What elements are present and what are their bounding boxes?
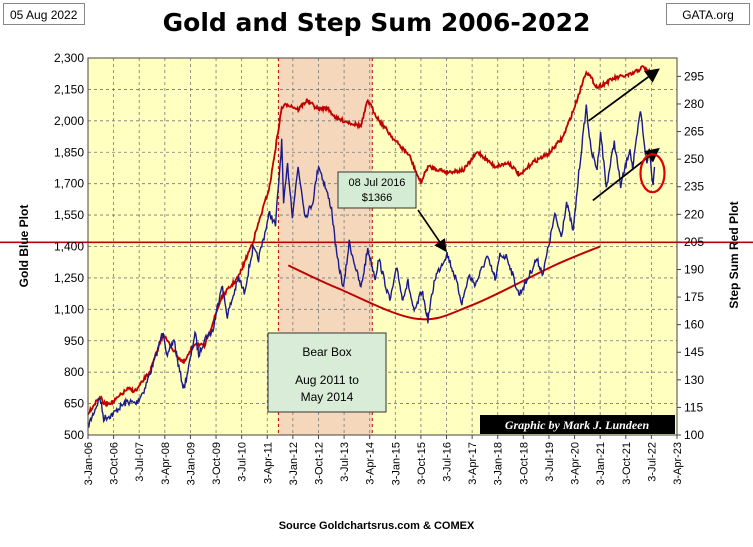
plot-area-frame xyxy=(87,57,678,436)
chart-title: Gold and Step Sum 2006-2022 xyxy=(162,8,591,37)
x-tick-label: 3-Apr-17 xyxy=(467,442,479,485)
left-tick-label: 2,000 xyxy=(54,114,84,128)
x-tick-label: 3-Oct-21 xyxy=(621,442,633,485)
x-tick-label: 3-Oct-15 xyxy=(416,442,428,485)
x-tick-label: 3-Oct-06 xyxy=(109,442,121,485)
right-tick-label: 130 xyxy=(684,373,704,387)
left-tick-label: 1,400 xyxy=(54,240,84,254)
peak-label-box: 08 Jul 2016 $1366 xyxy=(337,171,417,209)
left-tick-label: 1,850 xyxy=(54,145,84,159)
right-tick-label: 100 xyxy=(684,428,704,442)
left-tick-label: 2,300 xyxy=(54,51,84,65)
left-axis-ticks: 2,300 2,150 2,000 1,850 1,700 1,550 1,400 1,250… xyxy=(54,51,84,442)
peak-label-date: 08 Jul 2016 xyxy=(349,177,406,189)
lower-trend-arrow xyxy=(592,147,660,202)
x-tick-label: 3-Apr-20 xyxy=(570,442,582,485)
x-tick-label: 3-Jan-09 xyxy=(185,442,197,485)
x-tick-label: 3-Jul-16 xyxy=(442,442,454,482)
right-tick-label: 205 xyxy=(684,235,704,249)
x-tick-label: 3-Jul-22 xyxy=(646,442,658,482)
source-site-badge: GATA.org xyxy=(666,3,750,25)
left-tick-label: 950 xyxy=(64,334,84,348)
left-tick-label: 2,150 xyxy=(54,82,84,96)
x-tick-label: 3-Jul-19 xyxy=(544,442,556,482)
peak-label-arrow xyxy=(417,209,447,253)
right-tick-label: 265 xyxy=(684,125,704,139)
date-stamp: 05 Aug 2022 xyxy=(3,3,85,25)
upper-trend-arrow xyxy=(588,68,660,122)
bear-box-from: Aug 2011 to xyxy=(295,373,359,387)
bear-box-title: Bear Box xyxy=(302,345,351,359)
right-tick-label: 220 xyxy=(684,207,704,221)
x-tick-label: 3-Oct-12 xyxy=(313,442,325,485)
right-tick-label: 145 xyxy=(684,345,704,359)
bear-box-label: Bear Box Aug 2011 to May 2014 xyxy=(267,332,387,413)
x-tick-label: 3-Apr-08 xyxy=(160,442,172,485)
source-note: Source Goldchartsrus.com & COMEX xyxy=(278,520,475,532)
step-sum-line xyxy=(87,64,655,416)
x-tick-label: 3-Oct-18 xyxy=(518,442,530,485)
bowl-curve xyxy=(287,245,601,321)
left-tick-label: 1,250 xyxy=(54,271,84,285)
x-tick-label: 3-Jan-12 xyxy=(288,442,300,485)
right-tick-label: 295 xyxy=(684,69,704,83)
x-tick-label: 3-Jan-06 xyxy=(83,442,95,485)
left-tick-label: 1,550 xyxy=(54,208,84,222)
x-tick-label: 3-Jan-15 xyxy=(390,442,402,485)
credit-text: Graphic by Mark J. Lundeen xyxy=(505,418,650,432)
left-axis-label: Gold Blue Plot xyxy=(17,205,31,288)
right-tick-label: 175 xyxy=(684,290,704,304)
x-tick-label: 3-Oct-09 xyxy=(211,442,223,485)
x-tick-label: 3-Apr-23 xyxy=(672,442,684,485)
credit-box: Graphic by Mark J. Lundeen xyxy=(480,415,675,434)
gold-line xyxy=(87,104,656,428)
x-tick-label: 3-Jul-13 xyxy=(339,442,351,482)
x-tick-label: 3-Jan-21 xyxy=(595,442,607,485)
left-tick-label: 500 xyxy=(64,428,84,442)
x-tick-label: 3-Apr-14 xyxy=(365,442,377,485)
left-tick-label: 800 xyxy=(64,365,84,379)
x-tick-label: 3-Apr-11 xyxy=(262,442,274,484)
x-axis-ticks: 3-Jan-06 3-Oct-06 3-Jul-07 3-Apr-08 3-Jan-09… xyxy=(83,435,684,485)
right-tick-label: 115 xyxy=(684,400,703,414)
peak-label-price: $1366 xyxy=(362,192,393,204)
right-tick-label: 190 xyxy=(684,262,704,276)
right-tick-label: 280 xyxy=(684,97,704,111)
right-tick-label: 250 xyxy=(684,152,704,166)
right-axis-label: Step Sum Red Plot xyxy=(727,201,741,308)
right-tick-label: 235 xyxy=(684,180,704,194)
bear-box-to: May 2014 xyxy=(301,390,354,404)
right-axis-ticks: 295 280 265 250 235 220 205 190 175 160 145 130 115 1… xyxy=(677,69,704,442)
x-tick-label: 3-Jan-18 xyxy=(493,442,505,485)
right-tick-label: 160 xyxy=(684,318,704,332)
left-tick-label: 650 xyxy=(64,397,84,411)
highlight-circle xyxy=(639,153,666,194)
left-tick-label: 1,700 xyxy=(54,177,84,191)
left-tick-label: 1,100 xyxy=(54,302,84,316)
x-tick-label: 3-Jul-07 xyxy=(134,442,146,482)
x-tick-label: 3-Jul-10 xyxy=(237,442,249,482)
